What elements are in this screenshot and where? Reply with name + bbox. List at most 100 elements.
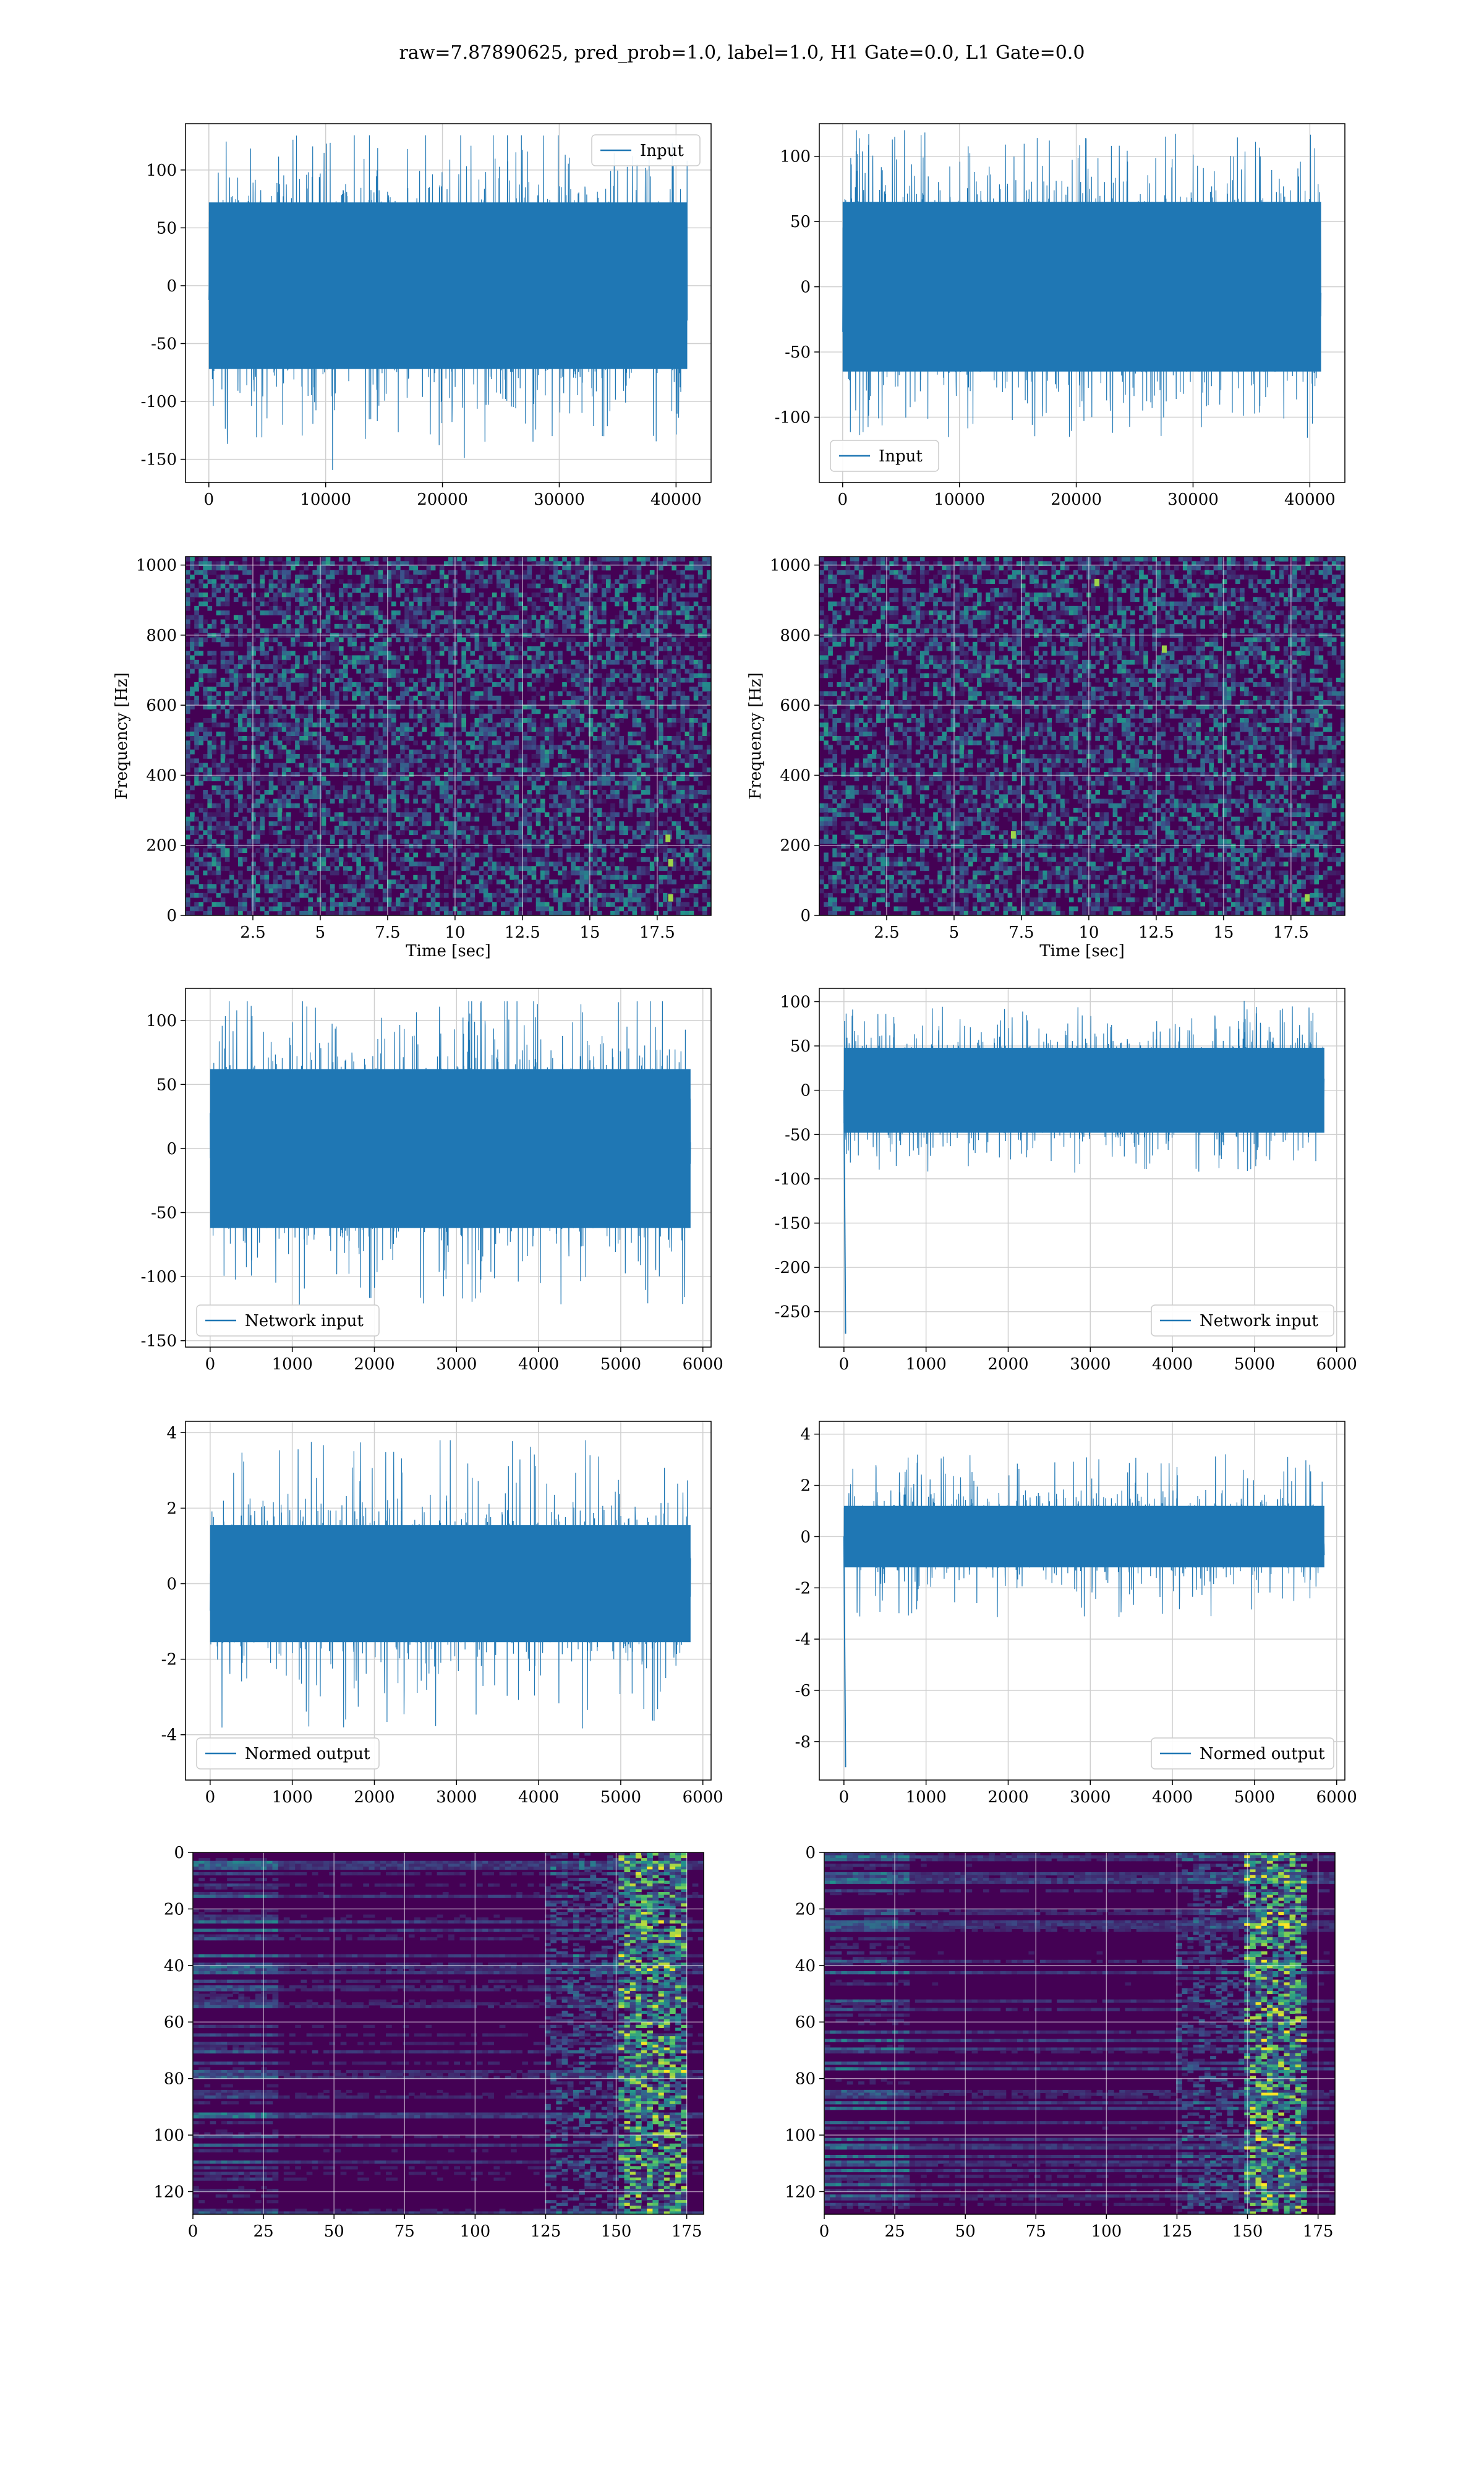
heatmap-cell [430, 848, 436, 854]
heatmap-cell [260, 826, 265, 831]
heatmap-cell [220, 844, 226, 849]
heatmap-cell [277, 664, 283, 669]
heatmap-cell [474, 722, 480, 728]
heatmap-cell [247, 763, 252, 768]
heatmap-cell [348, 745, 352, 750]
heatmap-cell [496, 570, 501, 575]
heatmap-cell [575, 808, 581, 813]
heatmap-cell [404, 745, 409, 750]
heatmap-cell [592, 772, 598, 777]
heatmap-cell [312, 588, 318, 593]
heatmap-cell [571, 646, 576, 651]
heatmap-cell [312, 669, 318, 674]
heatmap-cell [619, 897, 624, 902]
heatmap-cell [501, 718, 506, 723]
heatmap-cell [233, 651, 239, 656]
heatmap-cell [417, 593, 423, 597]
heatmap-cell [325, 664, 331, 669]
heatmap-cell [391, 669, 396, 674]
heatmap-cell [448, 570, 453, 575]
heatmap-cell [448, 601, 453, 607]
heatmap-cell [535, 709, 541, 714]
heatmap-cell [190, 561, 195, 567]
heatmap-cell [242, 816, 247, 822]
heatmap-cell [343, 821, 348, 826]
heatmap-cell [566, 709, 571, 714]
heatmap-cell [601, 651, 607, 656]
heatmap-cell [470, 870, 475, 876]
heatmap-cell [286, 727, 291, 732]
heatmap-cell [260, 870, 265, 876]
heatmap-cell [505, 884, 510, 889]
heatmap-cell [224, 677, 230, 683]
heatmap-cell [413, 866, 418, 871]
heatmap-cell [233, 615, 239, 620]
heatmap-cell [636, 785, 642, 790]
heatmap-cell [443, 709, 449, 714]
heatmap-cell [400, 588, 405, 593]
heatmap-cell [386, 637, 392, 643]
heatmap-cell [448, 646, 453, 651]
heatmap-cell [566, 785, 571, 790]
heatmap-cell [649, 651, 655, 656]
heatmap-cell [558, 593, 563, 597]
heatmap-cell [540, 897, 545, 902]
heatmap-cell [597, 583, 602, 589]
heatmap-cell [566, 575, 571, 580]
heatmap-cell [544, 754, 550, 759]
heatmap-cell [299, 575, 304, 580]
heatmap-cell [277, 852, 283, 858]
heatmap-cell [466, 669, 471, 674]
heatmap-cell [396, 880, 401, 884]
heatmap-cell [233, 826, 239, 831]
heatmap-cell [281, 910, 287, 915]
heatmap-cell [373, 619, 379, 625]
heatmap-cell [194, 848, 199, 854]
heatmap-cell [592, 700, 598, 705]
heatmap-cell [535, 880, 541, 884]
heatmap-cell [229, 713, 234, 719]
heatmap-cell [632, 597, 638, 602]
heatmap-cell [641, 727, 646, 732]
heatmap-cell [396, 619, 401, 625]
heatmap-cell [426, 848, 432, 854]
heatmap-cell [623, 897, 628, 902]
heatmap-cell [579, 664, 585, 669]
heatmap-cell [492, 641, 497, 647]
heatmap-cell [649, 655, 655, 661]
heatmap-cell [553, 557, 558, 562]
heatmap-cell [457, 557, 462, 562]
heatmap-cell [443, 875, 449, 880]
heatmap-cell [483, 664, 488, 669]
heatmap-cell [439, 651, 445, 656]
heatmap-cell [641, 557, 646, 562]
heatmap-cell [299, 763, 304, 768]
heatmap-cell [365, 695, 370, 701]
heatmap-cell [558, 826, 563, 831]
heatmap-cell [514, 704, 519, 710]
heatmap-cell [378, 808, 383, 813]
heatmap-cell [330, 848, 335, 854]
heatmap-cell [601, 557, 607, 562]
heatmap-cell [443, 637, 449, 643]
heatmap-cell [571, 651, 576, 656]
heatmap-cell [356, 682, 361, 687]
heatmap-cell [400, 561, 405, 567]
heatmap-cell [579, 875, 585, 880]
heatmap-cell [562, 709, 567, 714]
heatmap-cell [584, 687, 589, 692]
heatmap-cell [422, 722, 427, 728]
heatmap-cell [312, 888, 318, 894]
heatmap-cell [615, 713, 620, 719]
heatmap-cell [268, 691, 274, 696]
heatmap-cell [400, 619, 405, 625]
heatmap-cell [628, 610, 633, 615]
heatmap-cell [190, 669, 195, 674]
heatmap-cell [242, 727, 247, 732]
heatmap-cell [531, 834, 537, 840]
heatmap-cell [247, 776, 252, 782]
heatmap-cell [501, 628, 506, 633]
heatmap-cell [553, 597, 558, 602]
heatmap-cell [548, 862, 554, 867]
heatmap-cell [325, 897, 331, 902]
